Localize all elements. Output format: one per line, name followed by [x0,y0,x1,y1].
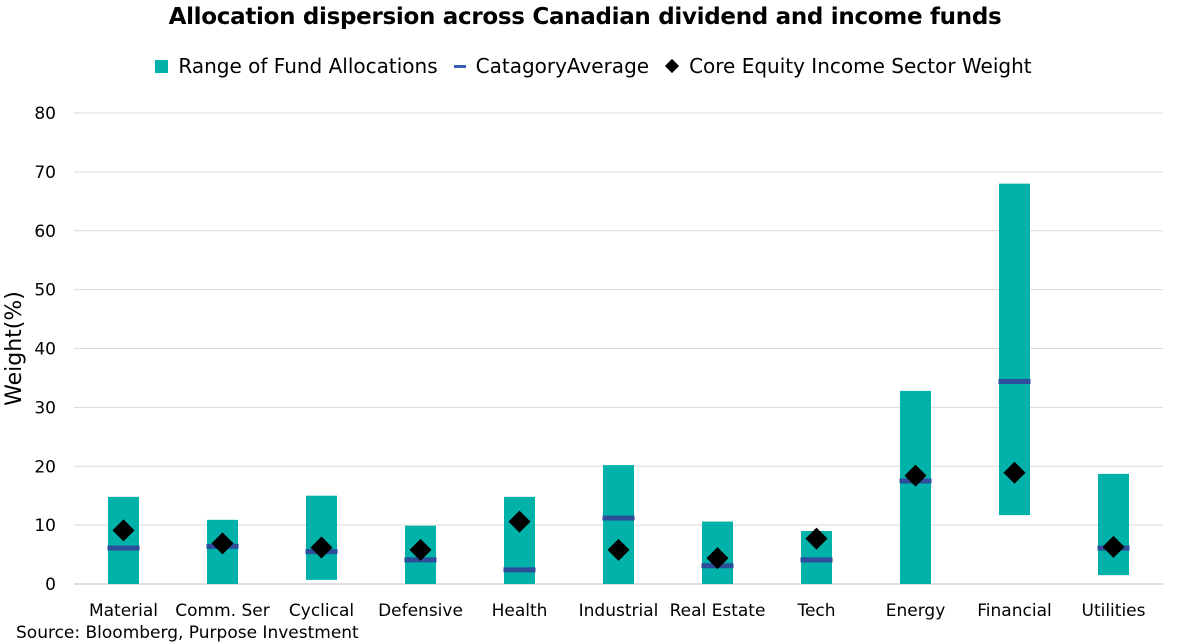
average-marker [602,515,635,521]
range-bar [1098,473,1129,576]
x-tick-label: Utilities [1082,601,1146,621]
source-note: Source: Bloomberg, Purpose Investment [16,623,359,643]
core-weight-marker [607,538,630,561]
y-tick-label: 30 [34,398,56,418]
legend-item-core: Core Equity Income Sector Weight [664,54,1032,78]
x-tick-label: Cyclical [289,601,354,621]
y-tick-label: 70 [34,163,56,183]
average-marker [998,378,1031,384]
legend-item-range: Range of Fund Allocations [155,54,438,78]
y-tick-label: 0 [45,575,56,595]
core-weight-marker [112,519,135,542]
x-tick-label: Industrial [579,601,659,621]
core-weight-marker [508,510,531,533]
y-tick-label: 40 [34,340,56,360]
chart-title: Allocation dispersion across Canadian di… [168,4,1002,30]
x-tick-label: Financial [977,601,1051,621]
legend-item-average: CatagoryAverage [453,54,650,78]
y-tick-label: 20 [34,457,56,477]
x-tick-label: Energy [886,601,946,621]
core-weight-marker [904,464,927,487]
core-weight-marker [1102,535,1125,558]
y-tick-label: 60 [34,222,56,242]
core-weight-marker [310,536,333,559]
legend-swatch-range [155,59,169,73]
legend-label-range: Range of Fund Allocations [178,54,438,78]
average-marker [107,545,140,551]
core-weight-marker [706,547,729,570]
y-tick-label: 50 [34,281,56,301]
y-axis-title: Weight(%) [2,291,27,406]
x-tick-label: Defensive [378,601,463,621]
range-bar [603,465,634,584]
average-marker [503,567,536,573]
x-tick-label: Material [89,601,158,621]
chart-legend: Range of Fund Allocations CatagoryAverag… [0,54,1187,78]
x-tick-label: Health [492,601,548,621]
x-tick-label: Tech [796,601,835,621]
core-weight-marker [211,532,234,555]
average-marker [800,557,833,563]
legend-swatch-core [664,58,680,74]
core-weight-marker [1003,461,1026,484]
core-weight-marker [409,538,432,561]
range-bar [900,390,931,584]
y-tick-label: 10 [34,516,56,536]
legend-label-average: CatagoryAverage [475,54,650,78]
legend-label-core: Core Equity Income Sector Weight [689,54,1032,78]
x-tick-label: Real Estate [670,601,766,621]
core-weight-marker [805,527,828,550]
x-tick-label: Comm. Ser [175,601,269,621]
legend-swatch-average [453,64,466,68]
y-tick-label: 80 [34,104,56,124]
range-bar [999,183,1030,516]
